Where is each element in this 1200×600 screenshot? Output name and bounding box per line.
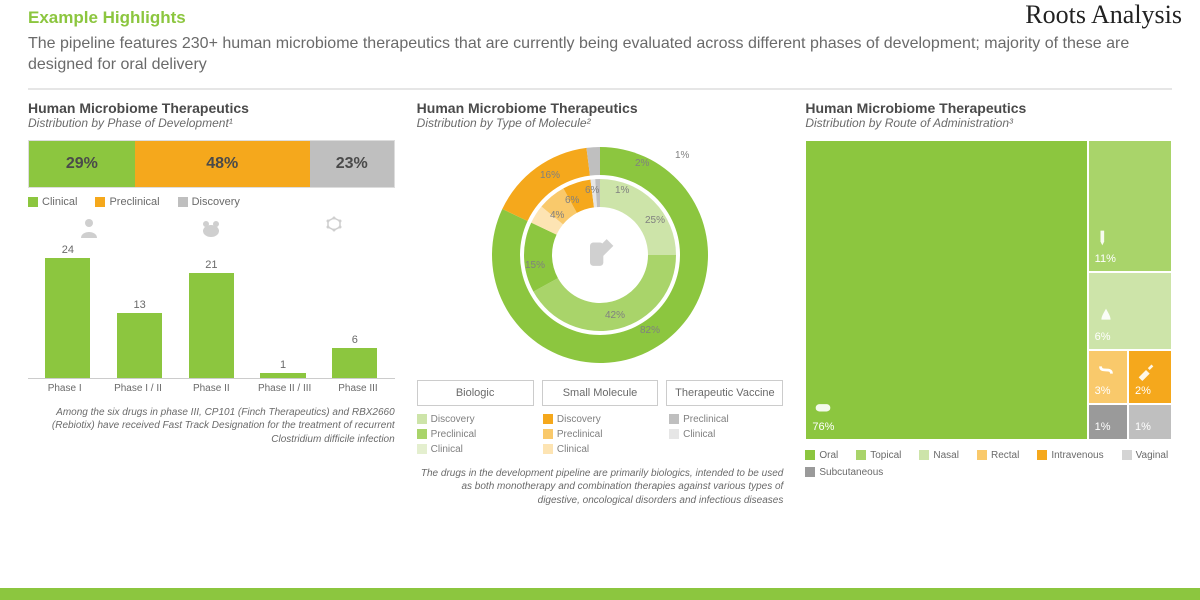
legend-item: Nasal — [919, 450, 959, 461]
donut-label: 82% — [640, 325, 660, 336]
treemap-node: 6% — [1088, 272, 1172, 350]
legend-item: Discovery — [543, 414, 657, 425]
legend-item: Oral — [805, 450, 838, 461]
molecule-type-boxes: Biologic Small Molecule Therapeutic Vaccin… — [417, 380, 784, 406]
legend-item: Preclinical — [669, 414, 783, 425]
legend-item: Clinical — [417, 444, 531, 455]
molecule-mini-legend: Discovery Preclinical Clinical Discovery Pre… — [417, 414, 784, 455]
stacked-bar: 29%48%23% — [28, 140, 395, 188]
type-box: Therapeutic Vaccine — [666, 380, 783, 406]
donut-label: 16% — [540, 170, 560, 181]
legend-item: Preclinical — [417, 429, 531, 440]
bar: 24 — [36, 244, 101, 378]
legend-route: Oral Topical Nasal Rectal Intravenous Vaginal… — [805, 450, 1172, 478]
donut-label: 1% — [675, 150, 689, 161]
brand-logo: Roots Analysis — [1025, 0, 1182, 30]
footer-bar — [0, 588, 1200, 600]
type-box: Biologic — [417, 380, 534, 406]
treemap-node: 11% — [1088, 140, 1172, 272]
molecule-icon — [319, 216, 349, 245]
legend-phase: Clinical Preclinical Discovery — [28, 196, 395, 208]
treemap-node: 1% — [1088, 404, 1128, 440]
panel-route: Human Microbiome Therapeutics Distributi… — [805, 100, 1172, 508]
panel-title: Human Microbiome Therapeutics — [28, 100, 395, 116]
treemap-node: 3% — [1088, 350, 1128, 404]
footnote-molecule: The drugs in the development pipeline ar… — [417, 467, 784, 508]
footnote-phase: Among the six drugs in phase III, CP101 … — [28, 406, 395, 447]
legend-item: Vaginal — [1122, 450, 1169, 461]
header: Example Highlights The pipeline features… — [0, 0, 1200, 80]
donut-label: 4% — [550, 210, 564, 221]
legend-item: Rectal — [977, 450, 1019, 461]
panel-molecule: Human Microbiome Therapeutics Distributi… — [417, 100, 784, 508]
bar-label: Phase II — [178, 383, 244, 394]
donut-label: 15% — [525, 260, 545, 271]
phase-bar-chart: 24132116 — [28, 249, 395, 379]
panel-subtitle: Distribution by Phase of Development¹ — [28, 116, 395, 130]
treemap-node: 2% — [1128, 350, 1172, 404]
panel-title: Human Microbiome Therapeutics — [805, 100, 1172, 116]
legend-item: Intravenous — [1037, 450, 1103, 461]
bar-label: Phase I / II — [105, 383, 171, 394]
panel-phase: Human Microbiome Therapeutics Distributi… — [28, 100, 395, 508]
clinician-icon — [74, 216, 104, 245]
treemap-node: 76% — [805, 140, 1087, 440]
donut-label: 1% — [615, 185, 629, 196]
panel-subtitle: Distribution by Route of Administration³ — [805, 116, 1172, 130]
legend-item: Preclinical — [95, 196, 159, 208]
bar: 6 — [323, 334, 388, 378]
legend-item: Discovery — [178, 196, 240, 208]
legend-item: Clinical — [28, 196, 77, 208]
donut-label: 6% — [585, 185, 599, 196]
treemap-route: 76%11%6%3%2%1%1% — [805, 140, 1172, 440]
mouse-icon — [196, 216, 226, 245]
stack-segment: 29% — [29, 141, 135, 187]
bar-label: Phase III — [325, 383, 391, 394]
legend-item: Preclinical — [543, 429, 657, 440]
bar: 13 — [107, 299, 172, 378]
donut-label: 42% — [605, 310, 625, 321]
type-box: Small Molecule — [542, 380, 659, 406]
phase-bar-labels: Phase I Phase I / II Phase II Phase II / II… — [28, 383, 395, 394]
stack-segment: 48% — [135, 141, 310, 187]
legend-item: Clinical — [543, 444, 657, 455]
bar: 21 — [179, 259, 244, 378]
donut-center-icon — [580, 232, 620, 277]
bar: 1 — [251, 359, 316, 378]
panel-subtitle: Distribution by Type of Molecule² — [417, 116, 784, 130]
page-title: Example Highlights — [28, 8, 1172, 28]
donut-label: 6% — [565, 195, 579, 206]
legend-item: Subcutaneous — [805, 467, 883, 478]
icon-row — [28, 216, 395, 245]
divider — [28, 88, 1172, 90]
donut-chart: 1%2%16%6%1%25%4%6%15%42%82% — [485, 140, 715, 370]
legend-item: Discovery — [417, 414, 531, 425]
treemap-node: 1% — [1128, 404, 1172, 440]
bar-label: Phase II / III — [252, 383, 318, 394]
legend-item: Clinical — [669, 429, 783, 440]
panel-title: Human Microbiome Therapeutics — [417, 100, 784, 116]
donut-label: 25% — [645, 215, 665, 226]
legend-item: Topical — [856, 450, 901, 461]
bar-label: Phase I — [32, 383, 98, 394]
donut-label: 2% — [635, 158, 649, 169]
stack-segment: 23% — [310, 141, 394, 187]
page-subtitle: The pipeline features 230+ human microbi… — [28, 34, 1172, 76]
